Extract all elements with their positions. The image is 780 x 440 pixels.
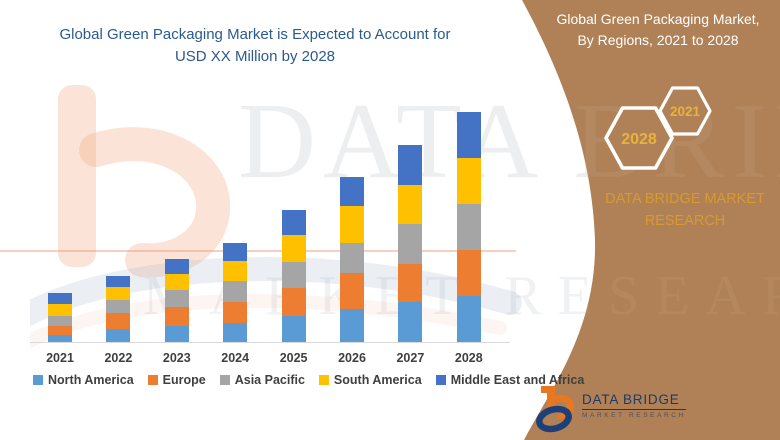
- legend-swatch: [435, 375, 446, 385]
- bar-2021: [48, 293, 72, 342]
- bar-segment-north-america: [340, 309, 364, 342]
- legend-swatch: [219, 375, 230, 385]
- legend-item-north-america: North America: [33, 373, 134, 387]
- bar-segment-south-america: [281, 235, 306, 262]
- bar-segment-north-america: [48, 335, 72, 342]
- bar-segment-asia-pacific: [223, 281, 248, 302]
- x-axis-label-2023: 2023: [162, 351, 191, 365]
- bar-segment-asia-pacific: [456, 204, 481, 250]
- bar-segment-middle-east-and-africa: [106, 276, 131, 287]
- bar-segment-north-america: [164, 326, 189, 342]
- bar-segment-middle-east-and-africa: [48, 293, 72, 304]
- bar-2028: [456, 112, 481, 342]
- legend-item-south-america: South America: [318, 373, 422, 387]
- sidebar-brand-text: DATA BRIDGE MARKET RESEARCH: [605, 191, 765, 229]
- logo-name: DATA BRIDGE: [582, 392, 686, 410]
- hexagon-2028-label: 2028: [621, 131, 657, 148]
- dbmr-logo: DATA BRIDGE MARKET RESEARCH: [536, 385, 686, 433]
- bar-2024: [223, 243, 248, 342]
- hexagon-badges: 2021 2028: [604, 86, 712, 170]
- bar-segment-europe: [106, 313, 131, 329]
- bar-segment-middle-east-and-africa: [340, 177, 364, 206]
- legend-label: South America: [333, 373, 422, 387]
- bar-segment-europe: [281, 288, 306, 316]
- bar-segment-asia-pacific: [48, 316, 72, 326]
- bar-segment-south-america: [164, 274, 189, 290]
- sidebar-title-line2: By Regions, 2021 to 2028: [577, 32, 739, 48]
- bar-2025: [281, 210, 306, 342]
- bar-segment-middle-east-and-africa: [398, 145, 423, 185]
- legend-label: North America: [48, 373, 134, 387]
- bar-segment-asia-pacific: [281, 262, 306, 288]
- bar-segment-europe: [398, 264, 423, 302]
- bar-segment-middle-east-and-africa: [281, 210, 306, 235]
- legend-item-middle-east-and-africa: Middle East and Africa: [435, 373, 585, 387]
- bar-segment-europe: [340, 273, 364, 309]
- bar-segment-europe: [48, 326, 72, 335]
- x-axis-label-2026: 2026: [338, 351, 366, 365]
- bar-segment-asia-pacific: [340, 243, 364, 273]
- legend-label: Middle East and Africa: [450, 373, 585, 387]
- chart-title-line2: USD XX Million by 2028: [174, 47, 336, 65]
- x-axis-label-2024: 2024: [221, 351, 250, 365]
- legend-swatch: [147, 375, 158, 385]
- b-logo-icon: [536, 386, 575, 433]
- legend-item-europe: Europe: [147, 373, 206, 387]
- bar-segment-south-america: [48, 304, 72, 316]
- x-axis-label-2021: 2021: [46, 351, 74, 365]
- legend: North America Europe Asia Pacific South Ame…: [33, 373, 584, 387]
- bar-segment-europe: [223, 302, 248, 323]
- bar-segment-asia-pacific: [398, 224, 423, 264]
- plot-area: 2021 2022 2023 2024 2025 2026 2027 2028: [30, 100, 510, 365]
- logo-tagline: MARKET RESEARCH: [582, 412, 686, 419]
- bar-segment-north-america: [106, 329, 131, 342]
- logo-text-block: DATA BRIDGE MARKET RESEARCH: [582, 392, 686, 419]
- bar-2022: [106, 276, 131, 342]
- sidebar-title: Global Green Packaging Market, By Region…: [543, 9, 773, 51]
- bar-segment-south-america: [106, 287, 131, 300]
- legend-label: Europe: [162, 373, 206, 387]
- bar-segment-middle-east-and-africa: [164, 259, 189, 274]
- sidebar-title-line1: Global Green Packaging Market,: [556, 11, 760, 27]
- bar-segment-middle-east-and-africa: [456, 112, 481, 158]
- bar-segment-north-america: [281, 316, 306, 342]
- bar-2023: [164, 259, 189, 342]
- bar-segment-south-america: [223, 261, 248, 281]
- legend-label: Asia Pacific: [234, 373, 305, 387]
- x-axis-label-2022: 2022: [104, 351, 133, 365]
- x-axis-label-2025: 2025: [279, 351, 308, 365]
- legend-swatch: [318, 375, 329, 385]
- bar-segment-north-america: [398, 302, 423, 342]
- hexagon-2028: [604, 106, 674, 170]
- hexagon-2021-label: 2021: [670, 104, 701, 119]
- chart-title-line1: Global Green Packaging Market is Expecte…: [59, 26, 451, 43]
- bar-segment-south-america: [398, 185, 423, 224]
- bar-segment-asia-pacific: [106, 300, 131, 313]
- bar-segment-asia-pacific: [164, 290, 189, 307]
- x-axis-label-2027: 2027: [396, 351, 425, 365]
- hexagon-2021: [658, 86, 712, 136]
- bar-segment-south-america: [340, 206, 364, 243]
- bar-segment-middle-east-and-africa: [223, 243, 248, 261]
- legend-item-asia-pacific: Asia Pacific: [219, 373, 305, 387]
- bar-2027: [398, 145, 423, 342]
- bar-segment-europe: [164, 307, 189, 326]
- bar-segment-north-america: [223, 323, 248, 342]
- legend-swatch: [33, 375, 43, 385]
- bar-segment-europe: [456, 250, 481, 296]
- bar-segment-north-america: [456, 296, 481, 342]
- x-axis-label-2028: 2028: [454, 351, 483, 365]
- bar-segment-south-america: [456, 158, 481, 204]
- chart-title: Global Green Packaging Market is Expecte…: [20, 24, 490, 68]
- bar-2026: [340, 177, 364, 342]
